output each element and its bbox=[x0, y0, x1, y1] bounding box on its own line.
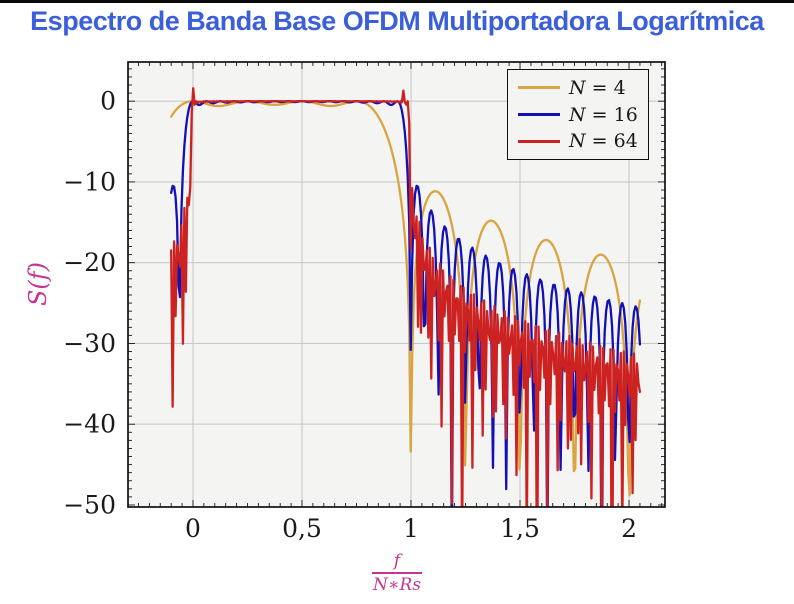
x-axis-label-denominator: N∗Rs bbox=[373, 575, 421, 595]
legend-item: N = 64 bbox=[508, 130, 648, 152]
legend-item: N = 16 bbox=[508, 104, 648, 126]
x-axis-label-fraction-bar bbox=[372, 572, 422, 574]
legend-line-swatch bbox=[518, 139, 560, 143]
y-tick-label: −20 bbox=[63, 248, 116, 277]
y-tick-label: −10 bbox=[63, 167, 116, 196]
top-border-bar bbox=[0, 0, 794, 3]
y-tick-label: −50 bbox=[63, 490, 116, 519]
legend: N = 4 N = 16 N = 64 bbox=[507, 69, 649, 160]
x-tick-label: 0,5 bbox=[282, 514, 322, 543]
y-tick-label: −30 bbox=[63, 329, 116, 358]
series-line-n=64 bbox=[170, 87, 642, 507]
x-axis-label: f N∗Rs bbox=[372, 551, 422, 595]
legend-line-swatch bbox=[518, 113, 560, 116]
legend-label: N = 4 bbox=[569, 76, 626, 99]
legend-item: N = 4 bbox=[508, 77, 648, 99]
y-axis-label: S(f) bbox=[24, 261, 52, 307]
plot-frame bbox=[127, 61, 666, 508]
chart-title: Espectro de Banda Base OFDM Multiportado… bbox=[30, 6, 764, 36]
legend-label: N = 16 bbox=[569, 103, 638, 126]
legend-line-swatch bbox=[518, 86, 560, 90]
x-axis-label-numerator: f bbox=[393, 551, 401, 571]
y-tick-label: −40 bbox=[63, 410, 116, 439]
series-group bbox=[170, 87, 642, 507]
x-tick-label: 2 bbox=[621, 514, 637, 543]
x-tick-label: 1,5 bbox=[500, 514, 540, 543]
y-tick-label: 0 bbox=[100, 87, 116, 116]
legend-label: N = 64 bbox=[569, 130, 638, 153]
x-tick-label: 0 bbox=[185, 514, 201, 543]
x-tick-label: 1 bbox=[403, 514, 419, 543]
